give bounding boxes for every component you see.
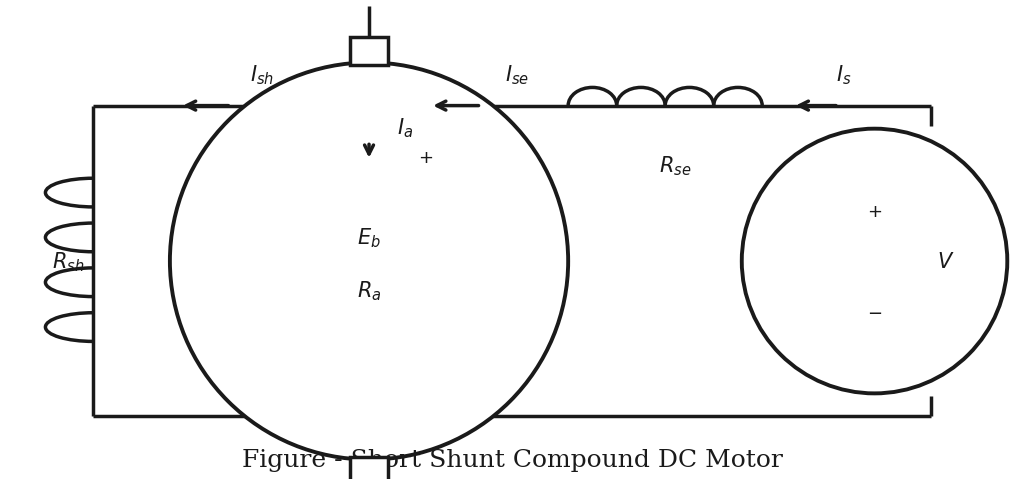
Text: Figure - Short Shunt Compound DC Motor: Figure - Short Shunt Compound DC Motor: [242, 448, 782, 471]
Text: $+$: $+$: [867, 203, 882, 220]
Text: $R_{sh}$: $R_{sh}$: [51, 250, 84, 273]
Text: $R_{a}$: $R_{a}$: [356, 278, 381, 302]
Text: $E_{b}$: $E_{b}$: [357, 226, 381, 250]
Text: $-$: $-$: [867, 302, 882, 321]
Text: $I_{a}$: $I_{a}$: [396, 116, 413, 140]
Text: $I_{se}$: $I_{se}$: [505, 63, 529, 87]
Ellipse shape: [170, 63, 568, 459]
Text: $+$: $+$: [418, 149, 433, 167]
Bar: [349, 37, 388, 66]
Text: $R_{se}$: $R_{se}$: [659, 154, 691, 178]
Bar: [349, 457, 388, 480]
Ellipse shape: [741, 130, 1008, 394]
Text: $I_{s}$: $I_{s}$: [837, 63, 852, 87]
Text: $I_{sh}$: $I_{sh}$: [250, 63, 273, 87]
Text: $V$: $V$: [937, 252, 954, 272]
